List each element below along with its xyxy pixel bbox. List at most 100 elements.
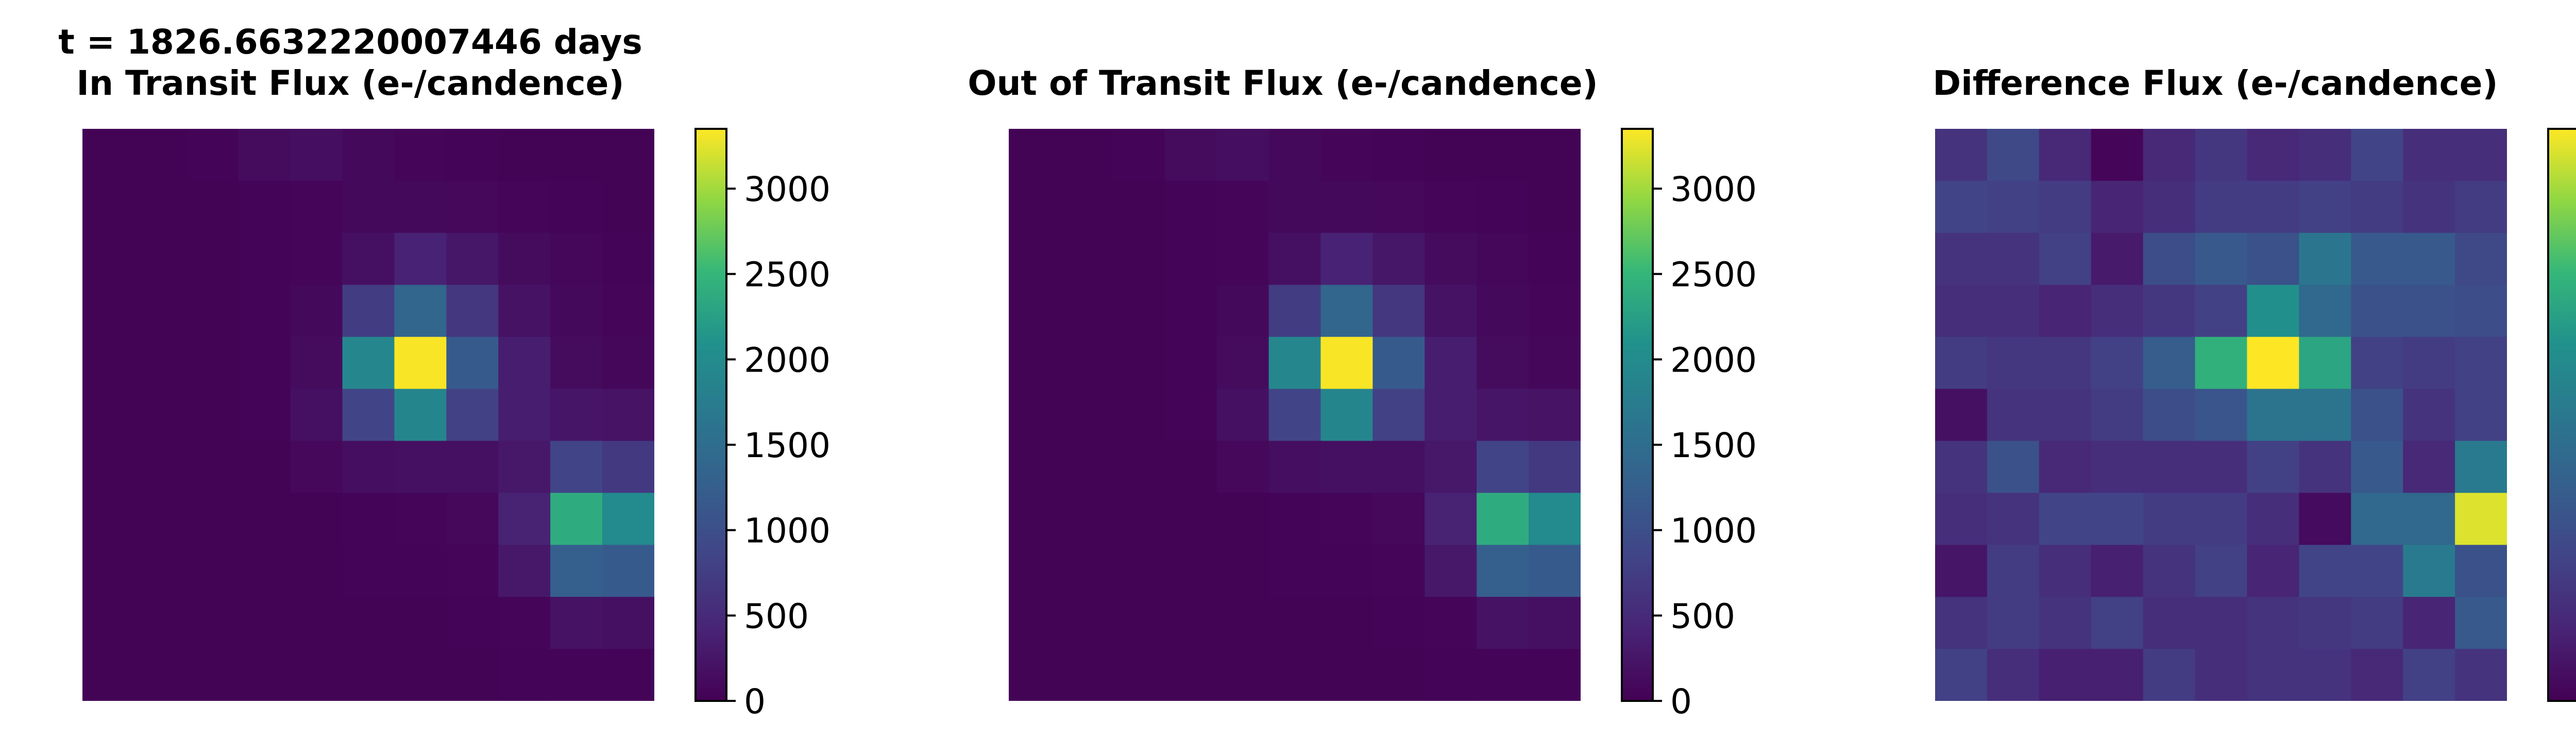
heatmap-cell-r0-c3 [2091,129,2144,181]
heatmap-cell-r2-c0 [1935,232,1988,286]
heatmap-cell-r9-c9 [550,597,603,649]
heatmap-cell-r4-c7 [2299,337,2351,390]
colorbar-tick-label: 3000 [1670,170,1757,209]
heatmap-cell-r10-c8 [498,649,551,701]
heatmap-cell-r9-c9 [1477,597,1529,649]
heatmap-cell-r5-c10 [1529,389,1581,442]
heatmap-cell-r5-c8 [498,389,551,442]
heatmap-cell-r3-c4 [290,284,343,338]
heatmap-cell-r6-c9 [1477,441,1529,493]
heatmap-cell-r7-c4 [2143,493,2196,545]
heatmap-cell-r10-c2 [2039,649,2092,701]
heatmap-cell-r1-c10 [2455,180,2507,233]
heatmap-cell-r7-c7 [2299,493,2351,545]
heatmap-cell-r2-c4 [1216,232,1269,286]
heatmap-cell-r0-c5 [1268,129,1321,181]
heatmap-cell-r4-c4 [1216,337,1269,390]
heatmap-cell-r3-c7 [1372,284,1425,338]
heatmap-cell-r5-c10 [2455,389,2507,442]
heatmap-cell-r6-c3 [1164,441,1217,493]
heatmap-cell-r7-c3 [1164,493,1217,545]
heatmap-cell-r9-c0 [1935,597,1988,649]
heatmap-cell-r3-c10 [1529,284,1581,338]
heatmap-cell-r7-c9 [2403,493,2455,545]
heatmap-cell-r8-c6 [2247,545,2299,597]
heatmap-cell-r1-c10 [602,180,654,233]
heatmap-cell-r4-c8 [2351,337,2403,390]
heatmap-cell-r1-c10 [1529,180,1581,233]
heatmap-cell-r4-c6 [1320,337,1373,390]
heatmap-cell-r4-c4 [2143,337,2196,390]
heatmap-cell-r6-c1 [134,441,187,493]
heatmap-cell-r1-c9 [1477,180,1529,233]
heatmap-cell-r1-c7 [1372,180,1425,233]
heatmap-cell-r1-c4 [2143,180,2196,233]
heatmap-cell-r6-c8 [2351,441,2403,493]
colorbar-tick-label: 0 [744,682,766,722]
heatmap-cell-r10-c4 [290,649,343,701]
heatmap-cell-r0-c2 [2039,129,2092,181]
heatmap-cell-r6-c0 [1935,441,1988,493]
heatmap-cell-r8-c5 [2195,545,2248,597]
heatmap-cell-r2-c6 [1320,232,1373,286]
colorbar-tick-label: 1000 [744,511,831,551]
in-transit-title-line2: In Transit Flux (e-/candence) [76,63,624,103]
heatmap-cell-r10-c3 [238,649,291,701]
heatmap-cell-r0-c6 [1320,129,1373,181]
heatmap-cell-r8-c4 [2143,545,2196,597]
colorbar-tick-label: 1000 [1670,511,1757,551]
heatmap-cell-r3-c8 [1425,284,1477,338]
heatmap-cell-r5-c5 [342,389,395,442]
heatmap-cell-r2-c10 [2455,232,2507,286]
heatmap-cell-r6-c3 [2091,441,2144,493]
heatmap-cell-r4-c8 [1425,337,1477,390]
heatmap-cell-r3-c3 [2091,284,2144,338]
heatmap-cell-r4-c9 [2403,337,2455,390]
heatmap-cell-r0-c9 [550,129,603,181]
heatmap-cell-r9-c1 [1987,597,2040,649]
heatmap-cell-r5-c6 [1320,389,1373,442]
colorbar-gradient [1621,128,1654,702]
heatmap-cell-r1-c7 [2299,180,2351,233]
heatmap-cell-r10-c2 [1112,649,1165,701]
heatmap-cell-r10-c7 [1372,649,1425,701]
heatmap-cell-r2-c4 [2143,232,2196,286]
heatmap-cell-r1-c0 [1009,180,1061,233]
heatmap-cell-r7-c4 [290,493,343,545]
heatmap-cell-r10-c5 [342,649,395,701]
heatmap-cell-r4-c10 [1529,337,1581,390]
heatmap-cell-r0-c8 [1425,129,1477,181]
heatmap-cell-r9-c8 [498,597,551,649]
heatmap-cell-r9-c3 [1164,597,1217,649]
heatmap-cell-r9-c7 [2299,597,2351,649]
heatmap-cell-r10-c5 [2195,649,2248,701]
heatmap-cell-r5-c1 [134,389,187,442]
heatmap-cell-r5-c8 [1425,389,1477,442]
heatmap-cell-r9-c3 [2091,597,2144,649]
heatmap-cell-r4-c1 [134,337,187,390]
heatmap-cell-r3-c2 [2039,284,2092,338]
heatmap-cell-r0-c10 [602,129,654,181]
heatmap-cell-r9-c0 [82,597,135,649]
heatmap-cell-r1-c5 [2195,180,2248,233]
heatmap-cell-r8-c7 [1372,545,1425,597]
heatmap-cell-r2-c3 [2091,232,2144,286]
heatmap-cell-r0-c4 [2143,129,2196,181]
heatmap-cell-r8-c8 [1425,545,1477,597]
heatmap-cell-r10-c10 [602,649,654,701]
heatmap-cell-r9-c8 [2351,597,2403,649]
heatmap-cell-r8-c4 [290,545,343,597]
heatmap-cell-r8-c3 [2091,545,2144,597]
heatmap-cell-r4-c0 [1009,337,1061,390]
in-transit-title: t = 1826.6632220007446 days In Transit F… [15,22,685,104]
heatmap-cell-r2-c8 [2351,232,2403,286]
difference-title: Difference Flux (e-/candence) [1933,63,2498,103]
heatmap-cell-r7-c5 [342,493,395,545]
heatmap-cell-r0-c3 [238,129,291,181]
heatmap-cell-r3-c7 [446,284,499,338]
heatmap-cell-r6-c2 [2039,441,2092,493]
heatmap-cell-r3-c4 [1216,284,1269,338]
heatmap-cell-r8-c9 [2403,545,2455,597]
heatmap-cell-r2-c7 [446,232,499,286]
colorbar-gradient [694,128,727,702]
